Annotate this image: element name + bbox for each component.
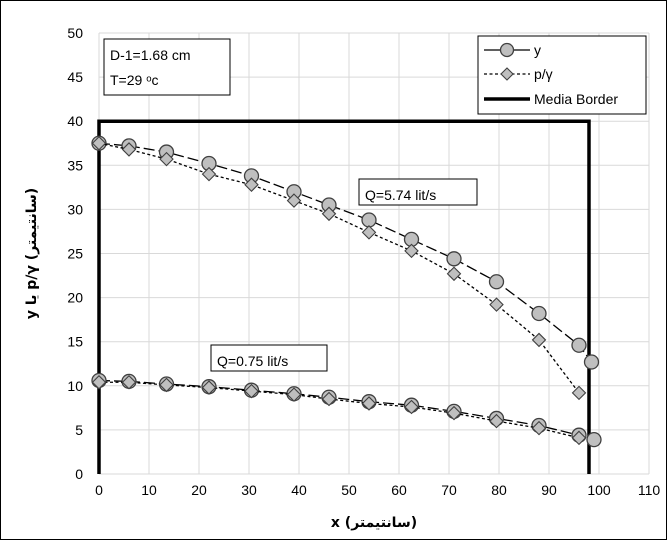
x-tick-label: 50 xyxy=(341,482,357,498)
annotation-q-high-frame xyxy=(358,178,478,206)
x-tick-label: 10 xyxy=(141,482,157,498)
y-tick-label: 20 xyxy=(67,290,83,306)
x-tick-label: 40 xyxy=(291,482,307,498)
legend-symbol-y xyxy=(484,42,530,58)
annotation-q-low: Q=0.75 lit/s xyxy=(210,344,328,372)
marker-diamond xyxy=(404,399,419,415)
marker-diamond xyxy=(361,225,377,240)
marker-diamond xyxy=(321,391,337,407)
marker-diamond xyxy=(531,420,547,436)
series-line xyxy=(98,142,593,363)
series-p-gamma-q-low xyxy=(91,374,587,446)
marker-diamond xyxy=(404,243,419,259)
y-tick-label: 45 xyxy=(67,69,83,85)
series-layer xyxy=(91,135,602,448)
marker-circle xyxy=(571,337,587,353)
marker-diamond xyxy=(286,193,302,208)
y-tick-label: 50 xyxy=(67,25,83,41)
tick-label-layer: 0 10 20 30 40 50 60 70 80 90 100 110 0 5 10 15 20 25 30 35 4… xyxy=(67,25,660,498)
info-box: D-1=1.68 cm T=29 ᵒc xyxy=(103,38,231,96)
marker-diamond xyxy=(159,377,174,393)
annotation-q-low-frame xyxy=(210,344,328,372)
marker-diamond xyxy=(361,396,377,411)
legend-symbol-p-gamma xyxy=(484,67,530,81)
x-tick-label: 70 xyxy=(441,482,457,498)
x-axis-title: x (سانتیمتر) xyxy=(331,515,417,531)
media-border-line xyxy=(97,119,591,474)
info-box-line-diameter: D-1=1.68 cm xyxy=(110,47,191,63)
y-tick-label: 5 xyxy=(75,422,83,438)
x-tick-label: 30 xyxy=(241,482,257,498)
marker-circle xyxy=(361,212,377,228)
marker-diamond xyxy=(446,266,462,282)
marker-diamond xyxy=(321,206,337,222)
y-tick-label: 25 xyxy=(67,246,83,262)
legend-entry-y: y xyxy=(534,42,541,58)
marker-circle xyxy=(446,251,462,267)
x-tick-label: 80 xyxy=(491,482,507,498)
info-box-line-temperature: T=29 ᵒc xyxy=(110,72,158,88)
marker-circle xyxy=(499,42,515,58)
marker-diamond xyxy=(201,380,217,395)
media-border-layer xyxy=(97,119,591,474)
marker-diamond xyxy=(159,151,174,167)
y-tick-label: 35 xyxy=(67,157,83,173)
marker-diamond xyxy=(121,142,137,157)
marker-circle xyxy=(583,354,600,370)
legend-entry-media-border: Media Border xyxy=(534,91,618,107)
marker-diamond xyxy=(121,374,137,390)
marker-diamond xyxy=(489,297,504,312)
marker-diamond xyxy=(201,166,217,182)
series-p-gamma-q-high xyxy=(91,135,587,401)
series-y-q-high xyxy=(91,135,600,370)
y-tick-label: 15 xyxy=(67,334,83,350)
annotation-q-high-label: Q=5.74 lit/s xyxy=(365,187,436,203)
marker-circle xyxy=(531,305,547,322)
x-tick-label: 100 xyxy=(587,482,611,498)
y-tick-label: 40 xyxy=(67,113,83,129)
x-tick-label: 90 xyxy=(541,482,557,498)
marker-diamond xyxy=(244,177,259,192)
x-tick-label: 60 xyxy=(391,482,407,498)
x-tick-label: 20 xyxy=(191,482,207,498)
annotation-q-high: Q=5.74 lit/s xyxy=(358,178,478,206)
marker-diamond xyxy=(446,405,462,421)
x-tick-label: 0 xyxy=(95,482,103,498)
y-tick-label: 30 xyxy=(67,201,83,217)
marker-diamond xyxy=(91,135,107,151)
series-line xyxy=(98,142,580,394)
y-axis-title: y یا p/γ (سانتیمتر) xyxy=(24,188,40,319)
marker-diamond xyxy=(489,413,504,429)
annotation-q-low-label: Q=0.75 lit/s xyxy=(217,353,288,369)
info-box-frame xyxy=(103,38,231,96)
marker-diamond xyxy=(500,67,514,81)
series-line xyxy=(98,379,595,441)
marker-diamond xyxy=(286,387,302,402)
marker-diamond xyxy=(244,383,259,399)
marker-diamond xyxy=(91,374,107,390)
marker-diamond xyxy=(531,332,547,348)
marker-circle xyxy=(586,431,602,448)
x-tick-label: 110 xyxy=(638,482,661,498)
legend-entry-p-gamma: p/γ xyxy=(534,66,553,82)
marker-diamond xyxy=(571,430,587,446)
y-tick-label: 10 xyxy=(67,378,83,394)
y-tick-label: 0 xyxy=(75,466,83,482)
marker-diamond xyxy=(571,385,587,401)
legend: y p/γ Media Border xyxy=(477,35,647,115)
marker-circle xyxy=(488,274,505,290)
